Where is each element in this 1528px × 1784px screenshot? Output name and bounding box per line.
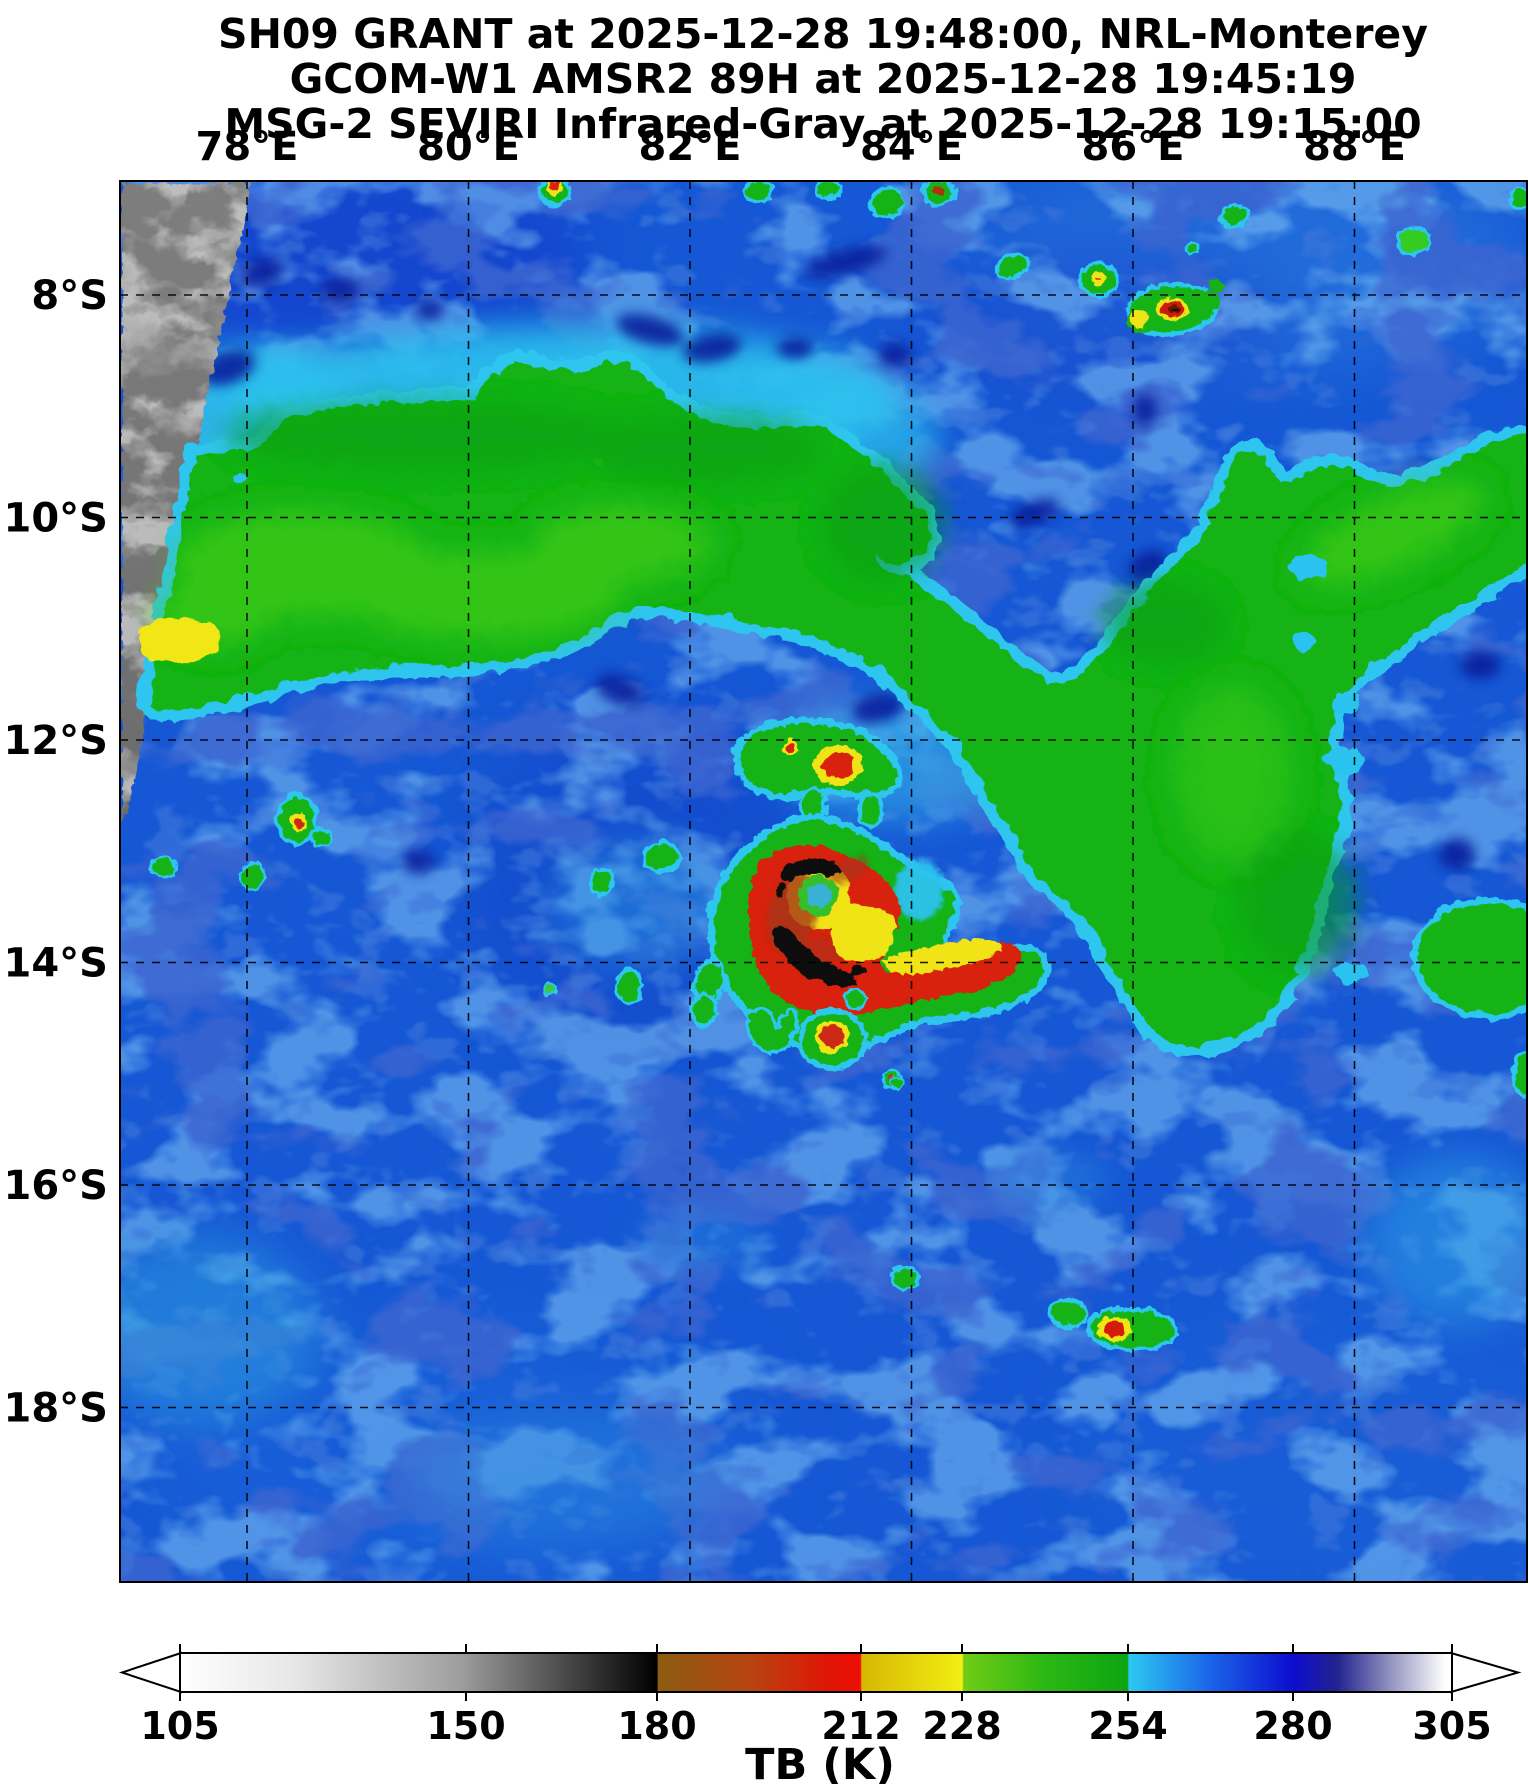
lat-label-12s: 12°S [4,718,108,764]
colorbar-tick-105: 105 [140,1704,219,1748]
colorbar-tick-228: 228 [922,1704,1001,1748]
cyclone-outer-cells [148,791,901,1089]
colorbar-tick-212: 212 [821,1704,900,1748]
colorbar-ticks [179,1644,1453,1701]
lon-label-84e: 84°E [860,124,963,170]
north-speckles [535,181,1527,334]
lat-label-18s: 18°S [4,1386,108,1432]
figure-titles: SH09 GRANT at 2025-12-28 19:48:00, NRL-M… [218,10,1428,148]
lon-label-86e: 86°E [1082,124,1185,170]
title-line-2: GCOM-W1 AMSR2 89H at 2025-12-28 19:45:19 [290,55,1357,103]
title-line-1: SH09 GRANT at 2025-12-28 19:48:00, NRL-M… [218,10,1428,58]
cyclone-core [705,715,1049,1053]
colorbar-tick-280: 280 [1253,1704,1332,1748]
south-speckles [887,1074,1177,1350]
colorbar: 105 150 180 212 228 254 280 305 TB (K) [118,1644,1522,1784]
colorbar-tick-305: 305 [1412,1704,1491,1748]
lon-label-88e: 88°E [1303,124,1406,170]
colorbar-right-arrow [1450,1651,1522,1694]
lat-label-14s: 14°S [4,941,108,987]
latitude-axis: 8°S 10°S 12°S 14°S 16°S 18°S [4,273,108,1432]
colorbar-tick-180: 180 [617,1704,696,1748]
colorbar-tick-254: 254 [1088,1704,1167,1748]
longitude-axis: 78°E 80°E 82°E 84°E 86°E 88°E [196,124,1407,170]
colorbar-title: TB (K) [745,1740,895,1784]
colorbar-tick-150: 150 [426,1704,505,1748]
colorbar-gradient-bar [179,1652,1453,1693]
map-raster [120,181,1527,1582]
grid-lines [120,181,1527,1582]
colorbar-tick-labels: 105 150 180 212 228 254 280 305 [140,1704,1491,1748]
title-line-3: MSG-2 SEVIRI Infrared-Gray at 2025-12-28… [224,100,1421,148]
colorbar-left-arrow [118,1651,182,1694]
lat-label-16s: 16°S [4,1163,108,1209]
lat-label-10s: 10°S [4,496,108,542]
green-cloud-masses [135,346,1527,1094]
lon-label-78e: 78°E [196,124,299,170]
lon-label-80e: 80°E [417,124,520,170]
map-frame [119,180,1528,1583]
lon-label-82e: 82°E [639,124,742,170]
lat-label-8s: 8°S [31,273,108,319]
